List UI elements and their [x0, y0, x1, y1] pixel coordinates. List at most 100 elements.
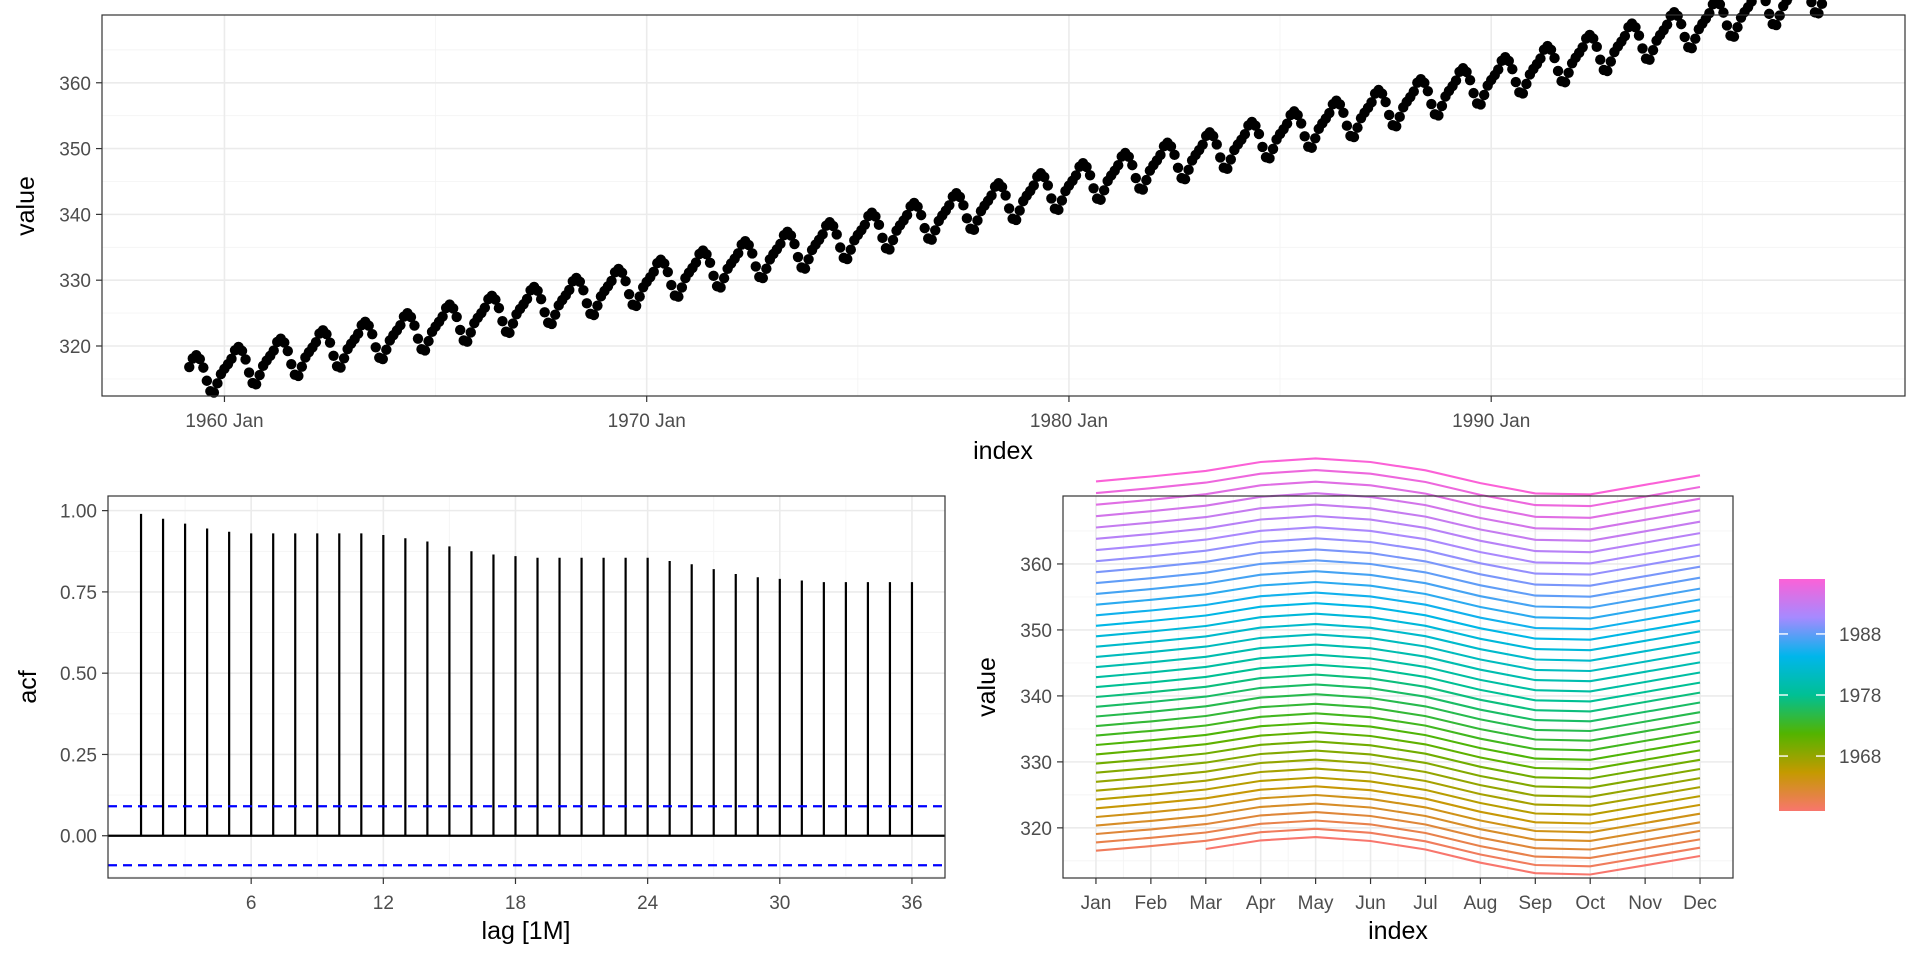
y-tick-label: 340 — [59, 205, 91, 226]
data-point — [321, 328, 332, 340]
data-point — [1535, 53, 1546, 64]
data-point — [845, 244, 856, 255]
year-line — [1095, 548, 1701, 587]
data-point — [574, 276, 586, 288]
time-plot-panel: 1960 Jan 1970 Jan 1980 Jan 1990 Jan 320 330 34… — [12, 0, 1906, 465]
data-point — [623, 289, 635, 300]
year-line — [1095, 653, 1701, 693]
data-point — [1630, 22, 1641, 33]
acf-x-title: lag [1M] — [482, 917, 571, 945]
time-plot-axes: 1960 Jan 1970 Jan 1980 Jan 1990 Jan 320 330 34… — [59, 74, 1530, 432]
data-point — [634, 291, 645, 302]
acf-bars — [108, 513, 945, 867]
seasonal-panel: Jan Feb Mar Apr May Jun Jul Aug Sep Oct Nov Dec 320 3… — [973, 457, 1881, 945]
time-plot-frame — [101, 14, 1906, 397]
year-line — [1095, 819, 1701, 859]
data-point — [1137, 184, 1149, 195]
data-point — [201, 375, 213, 386]
data-point — [616, 267, 628, 278]
data-point — [1338, 107, 1349, 118]
data-point — [1545, 44, 1557, 55]
data-point — [1605, 56, 1617, 67]
color-legend: 1968 1978 1988 — [1779, 579, 1881, 811]
data-point — [546, 318, 557, 330]
year-line — [1095, 643, 1701, 683]
data-point — [409, 320, 420, 331]
data-point — [1714, 0, 1726, 10]
year-line — [1095, 503, 1701, 542]
data-point — [1763, 8, 1775, 20]
data-point — [761, 263, 772, 274]
data-point — [775, 238, 786, 250]
year-line — [1095, 802, 1701, 842]
data-point — [1563, 67, 1574, 78]
y-tick-label: 1.00 — [60, 502, 97, 523]
data-point — [708, 270, 719, 282]
time-plot-y-title: value — [12, 176, 40, 236]
year-line — [1095, 457, 1701, 496]
data-point — [588, 309, 600, 321]
data-point — [659, 258, 670, 269]
data-point — [423, 335, 434, 347]
data-point — [1376, 88, 1388, 99]
data-point — [479, 302, 491, 313]
data-point — [1028, 180, 1039, 191]
data-point — [198, 362, 209, 373]
y-tick-label: 320 — [1020, 819, 1052, 840]
y-tick-label: 360 — [59, 74, 91, 95]
y-tick-label: 340 — [1020, 687, 1052, 708]
data-point — [405, 311, 417, 323]
y-tick-label: 350 — [59, 140, 91, 161]
year-line — [1095, 827, 1701, 868]
x-tick-label: 12 — [373, 893, 394, 914]
year-line — [1095, 602, 1701, 641]
data-point — [462, 336, 473, 347]
data-point — [986, 190, 997, 201]
year-line — [1095, 702, 1701, 742]
data-point — [296, 361, 308, 372]
data-point — [912, 201, 923, 212]
data-point — [1306, 142, 1317, 153]
data-point — [1595, 54, 1606, 65]
data-point — [1222, 163, 1233, 175]
data-point — [521, 293, 533, 305]
data-point — [968, 224, 980, 236]
year-line — [1095, 712, 1701, 752]
year-line — [1095, 612, 1701, 652]
x-tick-label: 1960 Jan — [185, 411, 263, 432]
data-point — [1602, 65, 1613, 77]
x-tick-label: 18 — [505, 893, 526, 914]
data-point — [1619, 30, 1631, 42]
data-point — [1183, 164, 1194, 176]
data-point — [592, 300, 603, 311]
data-point — [901, 209, 913, 221]
data-point — [1507, 63, 1518, 75]
data-point — [1552, 65, 1564, 77]
data-point — [606, 275, 617, 287]
data-point — [785, 230, 797, 241]
data-point — [447, 303, 459, 314]
data-point — [1771, 19, 1782, 31]
data-point — [1165, 141, 1177, 152]
year-line — [1095, 693, 1701, 733]
data-point — [352, 328, 364, 339]
data-point — [1464, 75, 1476, 86]
data-point — [919, 222, 930, 234]
data-point — [1806, 0, 1817, 8]
year-line — [1095, 673, 1701, 713]
data-point — [690, 257, 702, 268]
year-line — [1095, 749, 1701, 789]
data-point — [1172, 162, 1184, 173]
data-point — [827, 220, 839, 232]
y-tick-label: 330 — [59, 271, 91, 292]
x-tick-label: Jul — [1413, 893, 1437, 914]
data-point — [750, 261, 761, 272]
data-point — [419, 345, 431, 356]
data-point — [1718, 7, 1729, 18]
data-point — [743, 239, 754, 251]
data-point — [1436, 100, 1448, 112]
data-point — [958, 200, 969, 211]
time-plot-x-title: index — [973, 437, 1033, 465]
legend-label: 1978 — [1839, 686, 1881, 707]
data-point — [338, 353, 350, 364]
